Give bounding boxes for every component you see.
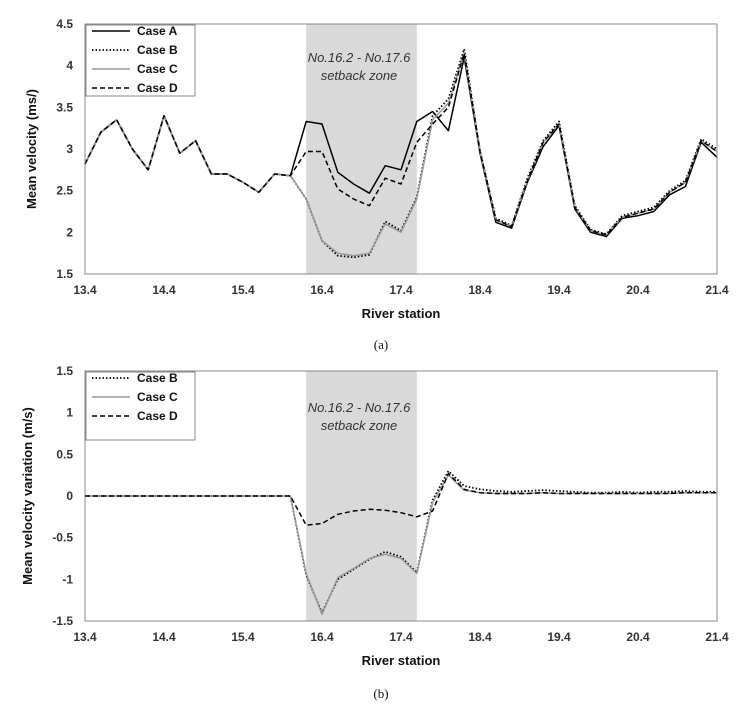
y-tick-label: 3.5 <box>56 100 73 114</box>
setback-zone <box>306 24 417 274</box>
plot-border <box>84 23 718 275</box>
zone-label-line-2: setback zone <box>321 68 398 83</box>
zone-label-line-2: setback zone <box>321 418 398 433</box>
y-axis-title: Mean velocity (ms/) <box>24 89 39 209</box>
zone-label-line-1: No.16.2 - No.17.6 <box>308 50 411 65</box>
legend-box <box>85 371 196 441</box>
x-tick-label: 13.4 <box>73 283 97 297</box>
legend-label-case-b: Case B <box>137 43 178 57</box>
legend-label-case-c: Case C <box>137 390 178 404</box>
y-axis-title: Mean velocity variation (m/s) <box>20 407 35 585</box>
legend: Case A Case B Case C Case D <box>85 24 196 97</box>
x-tick-label: 17.4 <box>389 283 413 297</box>
x-tick-label: 14.4 <box>152 630 176 644</box>
legend-label-case-b: Case B <box>137 371 178 385</box>
series-line-case-d <box>84 52 718 236</box>
x-tick-label: 18.4 <box>468 283 492 297</box>
chart-panel-a: 13.4 14.4 15.4 16.4 17.4 18.4 19.4 20.4 21.4 1.5… <box>24 17 729 352</box>
legend-box <box>85 24 196 97</box>
y-tick-label: 3 <box>66 142 73 156</box>
x-tick-label: 21.4 <box>705 283 729 297</box>
y-tick-label: 1.5 <box>56 364 73 378</box>
x-tick-label: 20.4 <box>626 630 650 644</box>
x-tick-label: 17.4 <box>389 630 413 644</box>
y-tick-label: 2.5 <box>56 184 73 198</box>
x-tick-label: 13.4 <box>73 630 97 644</box>
legend-label-case-a: Case A <box>137 24 178 38</box>
x-tick-label: 16.4 <box>310 283 334 297</box>
x-tick-label: 21.4 <box>705 630 729 644</box>
series-line-case-d <box>85 472 717 526</box>
panel-caption-a: (a) <box>374 337 388 352</box>
y-tick-label: 2 <box>66 225 73 239</box>
zone-label-line-1: No.16.2 - No.17.6 <box>308 400 411 415</box>
series-layer <box>84 48 718 259</box>
y-tick-label: 0.5 <box>56 447 73 461</box>
y-tick-label: -0.5 <box>52 531 73 545</box>
x-tick-label: 19.4 <box>547 630 571 644</box>
y-tick-label: 1.5 <box>56 267 73 281</box>
legend: Case B Case C Case D <box>85 371 196 441</box>
y-tick-label: 4 <box>66 59 73 73</box>
x-tick-label: 16.4 <box>310 630 334 644</box>
legend-items: Case A Case B Case C Case D <box>92 24 178 95</box>
x-tick-label: 14.4 <box>152 283 176 297</box>
x-axis-title: River station <box>362 653 441 668</box>
x-axis-title: River station <box>362 306 441 321</box>
y-tick-label: 1 <box>66 406 73 420</box>
x-tick-labels: 13.4 14.4 15.4 16.4 17.4 18.4 19.4 20.4 21.4 <box>73 630 729 644</box>
x-tick-labels: 13.4 14.4 15.4 16.4 17.4 18.4 19.4 20.4 21.4 <box>73 283 729 297</box>
chart-panel-b: 13.4 14.4 15.4 16.4 17.4 18.4 19.4 20.4 21.4 -1.… <box>20 364 729 701</box>
legend-label-case-d: Case D <box>137 81 178 95</box>
x-tick-label: 19.4 <box>547 283 571 297</box>
y-tick-labels: 1.5 2 2.5 3 3.5 4 4.5 <box>56 17 73 281</box>
x-tick-label: 18.4 <box>468 630 492 644</box>
y-tick-label: 4.5 <box>56 17 73 31</box>
y-tick-labels: -1.5 -1 -0.5 0 0.5 1 1.5 <box>52 364 73 628</box>
y-tick-label: 0 <box>66 489 73 503</box>
plot-border <box>84 370 718 622</box>
x-tick-label: 20.4 <box>626 283 650 297</box>
x-tick-label: 15.4 <box>231 283 255 297</box>
legend-items: Case B Case C Case D <box>92 371 178 423</box>
legend-label-case-c: Case C <box>137 62 178 76</box>
legend-label-case-d: Case D <box>137 409 178 423</box>
panel-caption-b: (b) <box>373 686 388 701</box>
y-tick-label: -1.5 <box>52 614 73 628</box>
setback-zone <box>306 371 417 621</box>
x-tick-label: 15.4 <box>231 630 255 644</box>
series-layer <box>85 470 717 616</box>
y-tick-label: -1 <box>62 572 73 586</box>
